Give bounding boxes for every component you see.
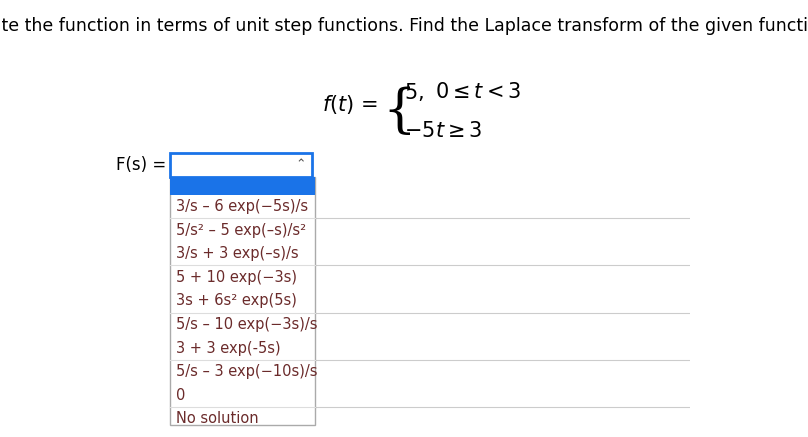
Text: ⌃: ⌃ [296, 159, 306, 171]
Text: $5,$: $5,$ [404, 81, 424, 103]
Text: 3s + 6s² exp(5s): 3s + 6s² exp(5s) [176, 293, 297, 309]
Text: No solution: No solution [176, 411, 259, 427]
FancyBboxPatch shape [170, 177, 315, 195]
Text: {: { [382, 86, 416, 137]
Text: 0: 0 [176, 388, 186, 403]
Text: $f(t)$ =: $f(t)$ = [322, 94, 378, 116]
Text: F(s) =: F(s) = [116, 156, 166, 174]
Text: $t \geq 3$: $t \geq 3$ [436, 121, 483, 141]
FancyBboxPatch shape [170, 153, 313, 177]
Text: $0 \leq t < 3$: $0 \leq t < 3$ [436, 82, 522, 102]
Text: Write the function in terms of unit step functions. Find the Laplace transform o: Write the function in terms of unit step… [0, 17, 808, 35]
FancyBboxPatch shape [170, 177, 315, 425]
Text: 5/s² – 5 exp(–s)/s²: 5/s² – 5 exp(–s)/s² [176, 222, 306, 238]
Text: $-5$: $-5$ [404, 121, 435, 141]
Text: 5 + 10 exp(−3s): 5 + 10 exp(−3s) [176, 270, 297, 285]
Text: 3/s – 6 exp(−5s)/s: 3/s – 6 exp(−5s)/s [176, 199, 309, 214]
Text: 3 + 3 exp(-5s): 3 + 3 exp(-5s) [176, 340, 281, 356]
Text: 3/s + 3 exp(–s)/s: 3/s + 3 exp(–s)/s [176, 246, 299, 261]
Text: 5/s – 10 exp(−3s)/s: 5/s – 10 exp(−3s)/s [176, 317, 318, 332]
Text: 5/s – 3 exp(−10s)/s: 5/s – 3 exp(−10s)/s [176, 364, 318, 379]
